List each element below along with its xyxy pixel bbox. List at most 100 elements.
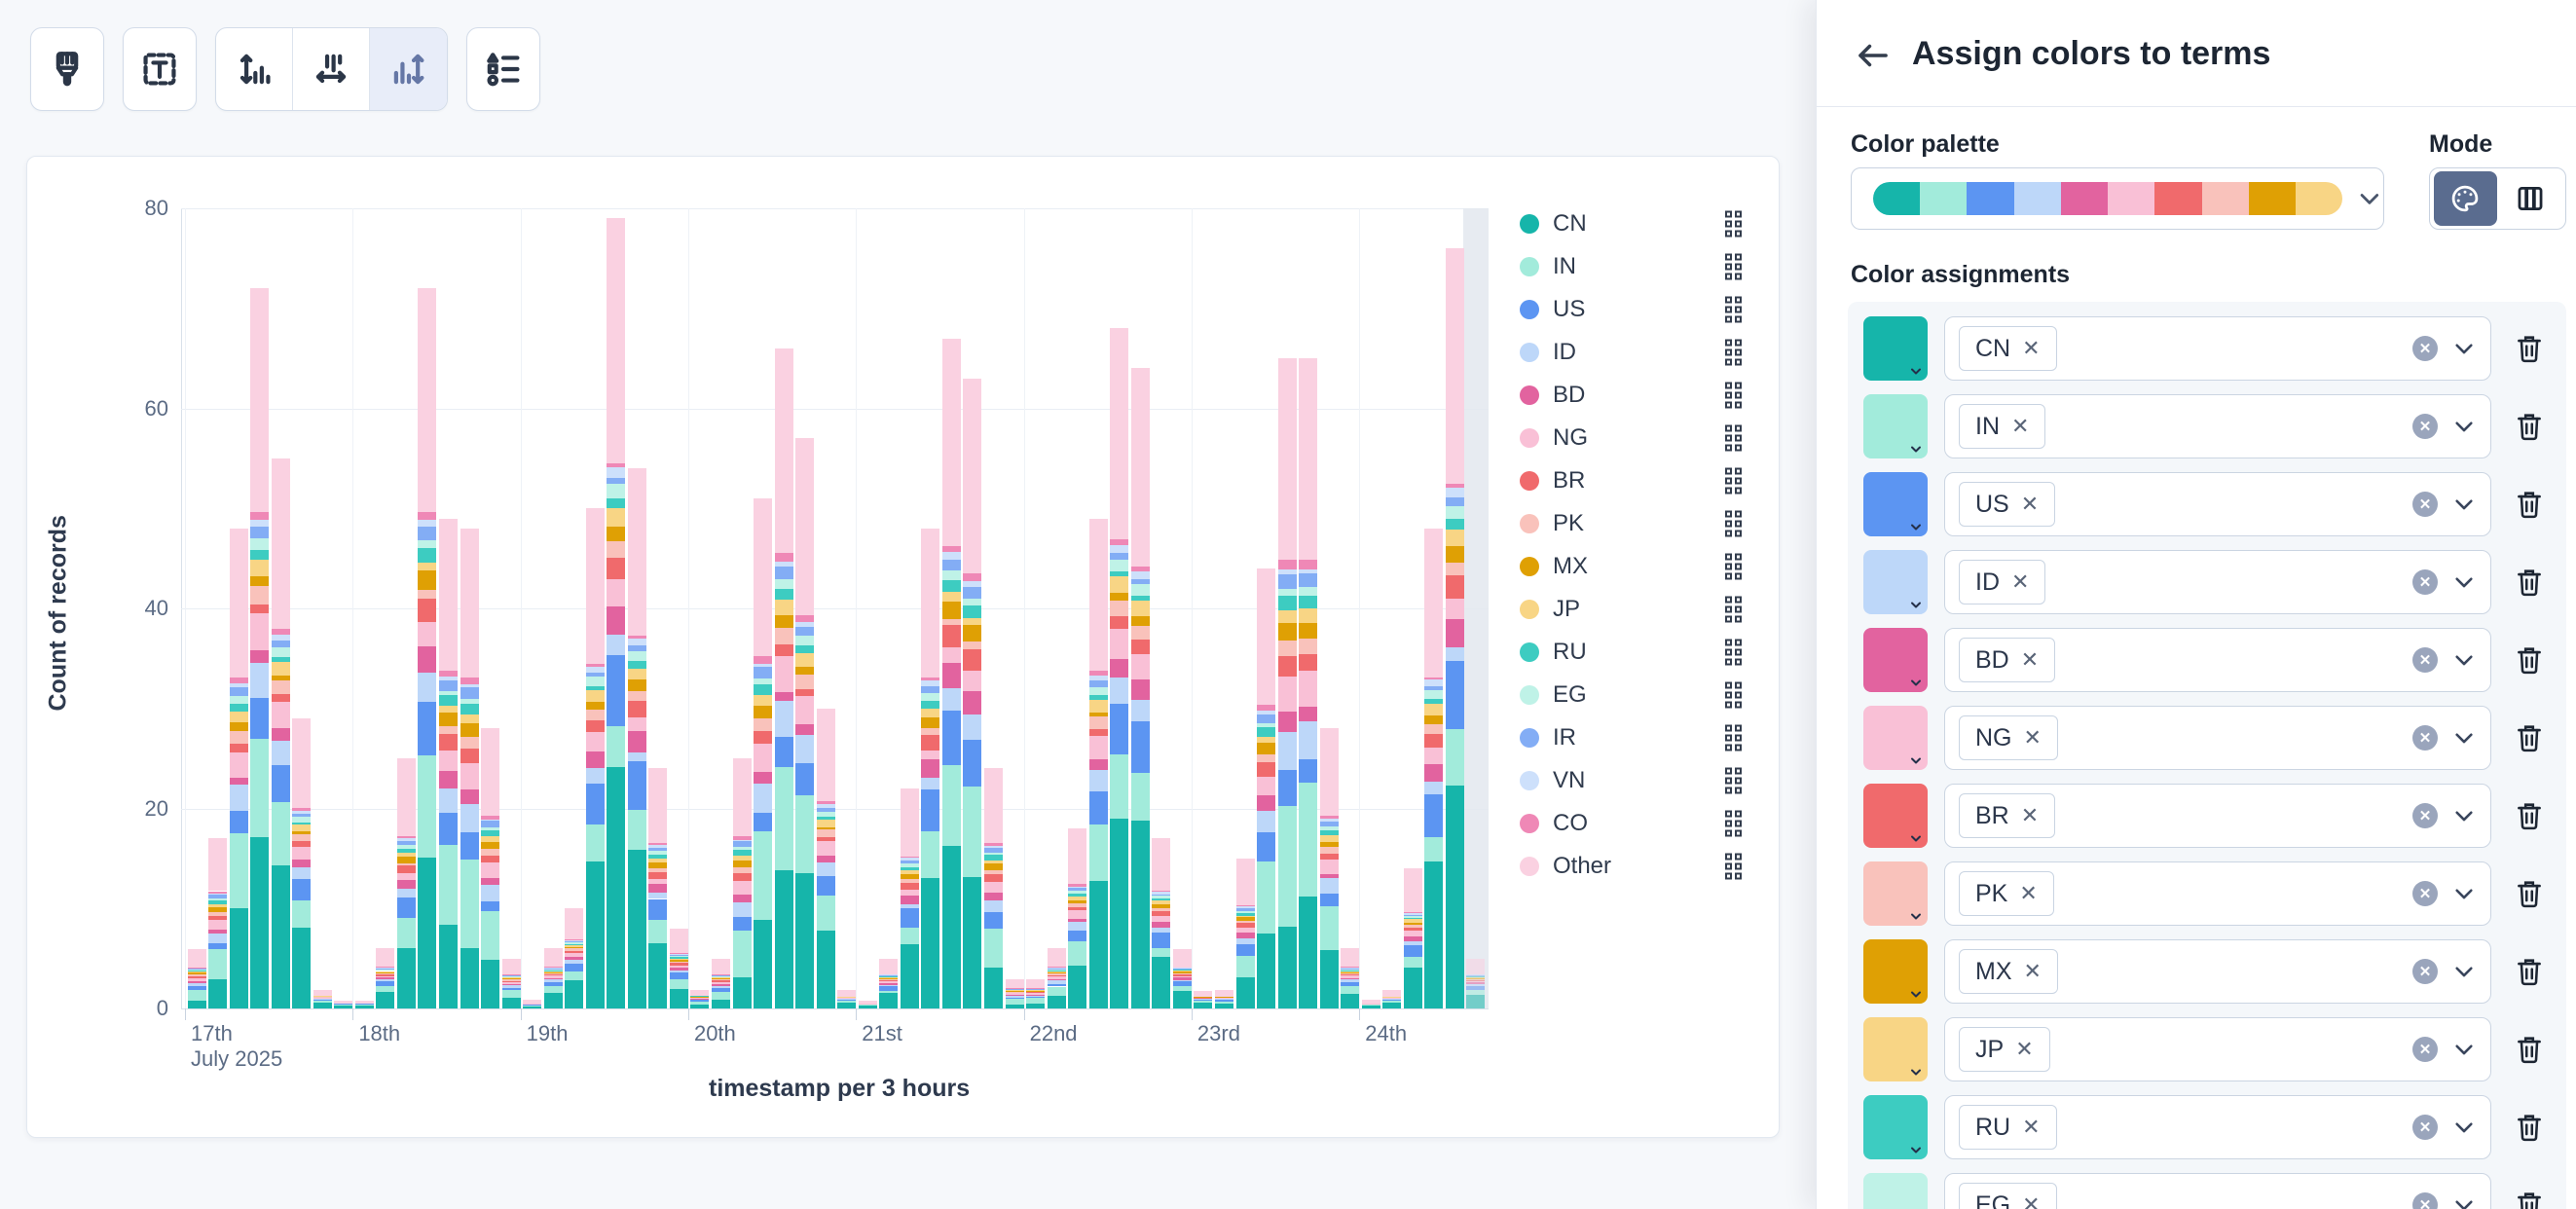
bar-segment-pk[interactable]: [712, 979, 730, 981]
bar-segment-mx[interactable]: [481, 842, 500, 850]
bar-segment-jp[interactable]: [754, 694, 773, 707]
bar-segment-eg[interactable]: [879, 974, 899, 976]
bar-segment-ir[interactable]: [1026, 988, 1046, 990]
bar-segment-pk[interactable]: [900, 879, 919, 884]
bar-segment-vn[interactable]: [1235, 906, 1255, 908]
color-swatch-button[interactable]: [1863, 472, 1928, 536]
term-combobox[interactable]: MX ✕ ✕: [1944, 939, 2491, 1004]
bar-segment-br[interactable]: [774, 644, 793, 657]
bar-segment-id[interactable]: [1277, 731, 1297, 771]
bar-segment-bd[interactable]: [754, 771, 773, 784]
legend-item-ru[interactable]: RU: [1520, 637, 1587, 668]
bar-segment-eg[interactable]: [1466, 975, 1486, 977]
bar-segment-ng[interactable]: [585, 731, 605, 752]
bar-segment-id[interactable]: [1235, 938, 1255, 945]
bar-segment-id[interactable]: [376, 979, 395, 981]
bar-segment-in[interactable]: [1088, 824, 1108, 881]
bar-segment-br[interactable]: [1257, 762, 1276, 777]
bar-segment-other[interactable]: [271, 458, 290, 630]
bar-segment-mx[interactable]: [900, 874, 919, 880]
bar-segment-ir[interactable]: [229, 687, 248, 697]
bar-segment-ir[interactable]: [376, 968, 395, 970]
bar-segment-eg[interactable]: [627, 651, 646, 661]
bar-segment-cn[interactable]: [1466, 995, 1486, 1008]
clear-selection-icon[interactable]: ✕: [2412, 414, 2438, 439]
bar-segment-us[interactable]: [1068, 931, 1087, 941]
bar-segment-vn[interactable]: [754, 664, 773, 668]
bar-segment-jp[interactable]: [271, 662, 290, 677]
bar-segment-vn[interactable]: [1277, 569, 1297, 574]
bar-segment-ng[interactable]: [690, 998, 710, 999]
bar-segment-us[interactable]: [1257, 832, 1276, 861]
bar-segment-bd[interactable]: [1026, 994, 1046, 996]
bar-segment-br[interactable]: [816, 837, 835, 842]
bar-segment-br[interactable]: [1319, 854, 1339, 860]
bar-segment-id[interactable]: [438, 788, 458, 813]
bar-segment-ru[interactable]: [941, 579, 961, 593]
bar-segment-other[interactable]: [543, 948, 563, 968]
bar-segment-ru[interactable]: [669, 957, 688, 959]
color-swatch-button[interactable]: [1863, 784, 1928, 848]
bar-segment-bd[interactable]: [1088, 758, 1108, 771]
bar-segment-bd[interactable]: [1130, 679, 1150, 701]
bar-segment-eg[interactable]: [1110, 559, 1129, 572]
bar-segment-other[interactable]: [1130, 368, 1150, 568]
legend-item-actions-icon[interactable]: [1725, 681, 1742, 709]
bar-segment-us[interactable]: [354, 1004, 374, 1006]
bar-segment-ir[interactable]: [585, 673, 605, 678]
bar-segment-ir[interactable]: [941, 559, 961, 571]
legend-item-pk[interactable]: PK: [1520, 508, 1584, 539]
bar-segment-id[interactable]: [1257, 810, 1276, 833]
bar-segment-jp[interactable]: [396, 853, 416, 857]
bar-segment-bd[interactable]: [837, 998, 857, 1000]
bar-segment-other[interactable]: [1257, 568, 1276, 706]
bar-segment-ru[interactable]: [732, 849, 752, 856]
color-swatch-button[interactable]: [1863, 1017, 1928, 1081]
color-swatch-button[interactable]: [1863, 861, 1928, 926]
bar-segment-other[interactable]: [292, 718, 312, 809]
bar-segment-ng[interactable]: [1382, 997, 1402, 999]
bar-segment-jp[interactable]: [418, 563, 437, 570]
bar-segment-ng[interactable]: [900, 890, 919, 897]
bar-segment-ir[interactable]: [250, 527, 270, 538]
term-combobox[interactable]: BR ✕ ✕: [1944, 784, 2491, 848]
bar-segment-ru[interactable]: [1152, 898, 1171, 901]
bar-segment-in[interactable]: [607, 725, 626, 767]
bar-segment-eg[interactable]: [376, 969, 395, 971]
bar-segment-other[interactable]: [837, 990, 857, 997]
bar-segment-cn[interactable]: [941, 845, 961, 1008]
bar-segment-mx[interactable]: [879, 977, 899, 979]
legend-settings-button[interactable]: [466, 27, 540, 111]
bar-segment-us[interactable]: [879, 986, 899, 991]
bar-segment-cn[interactable]: [1172, 990, 1192, 1008]
bar-segment-id[interactable]: [879, 984, 899, 987]
bar-segment-ir[interactable]: [460, 687, 479, 699]
axis-left-settings-button[interactable]: [216, 28, 293, 110]
bar-segment-pk[interactable]: [963, 641, 982, 650]
bar-segment-ru[interactable]: [1403, 918, 1422, 920]
bar-segment-br[interactable]: [1068, 907, 1087, 910]
bar-segment-vn[interactable]: [292, 810, 312, 815]
bar-segment-in[interactable]: [1403, 957, 1422, 968]
bar-segment-eg[interactable]: [754, 678, 773, 685]
bar-segment-ng[interactable]: [774, 656, 793, 692]
bar-segment-id[interactable]: [627, 751, 646, 762]
bar-segment-br[interactable]: [1424, 734, 1444, 748]
bar-segment-pk[interactable]: [627, 691, 646, 701]
bar-segment-id[interactable]: [565, 960, 584, 964]
bar-segment-vn[interactable]: [1130, 570, 1150, 579]
bar-segment-ir[interactable]: [481, 821, 500, 827]
bar-segment-in[interactable]: [229, 832, 248, 908]
bar-segment-jp[interactable]: [585, 689, 605, 703]
bar-segment-vn[interactable]: [1172, 967, 1192, 969]
term-combobox[interactable]: EG ✕ ✕: [1944, 1173, 2491, 1209]
bar-segment-ru[interactable]: [585, 685, 605, 690]
bar-segment-ng[interactable]: [313, 997, 332, 999]
bar-segment-ru[interactable]: [1235, 912, 1255, 916]
bar-segment-eg[interactable]: [1088, 686, 1108, 696]
bar-segment-ir[interactable]: [795, 627, 815, 637]
bar-segment-mx[interactable]: [1172, 971, 1192, 973]
bar-segment-other[interactable]: [460, 528, 479, 678]
bar-segment-co[interactable]: [1277, 560, 1297, 570]
clear-selection-icon[interactable]: ✕: [2412, 492, 2438, 517]
